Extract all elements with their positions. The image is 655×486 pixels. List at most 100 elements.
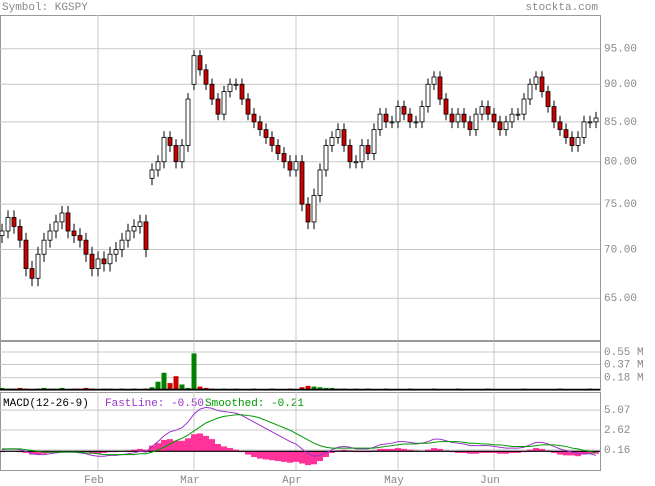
histogram-bar (455, 451, 461, 453)
histogram-bar (317, 451, 323, 462)
histogram-bar (173, 440, 179, 452)
histogram-bar (383, 448, 389, 452)
candle-body (203, 69, 209, 85)
y-tick-label: 0.37 M (604, 359, 644, 371)
volume-bar (311, 386, 317, 390)
histogram-bar (401, 448, 407, 452)
histogram-bar (407, 449, 413, 452)
candle-body (119, 239, 125, 250)
x-tick-label: Mar (180, 475, 200, 486)
candle-body (161, 137, 167, 163)
candle-body (407, 113, 413, 123)
candle-body (497, 121, 503, 131)
candle-body (299, 161, 305, 205)
candle-body (197, 55, 203, 71)
candle-body (461, 113, 467, 123)
histogram-bar (533, 448, 539, 452)
histogram-bar (329, 451, 335, 453)
histogram-bar (485, 451, 491, 453)
candle-body (179, 145, 185, 163)
histogram-bar (101, 451, 107, 453)
candle-body (83, 239, 89, 255)
candle-body (143, 221, 149, 250)
histogram-bar (305, 451, 311, 466)
histogram-bar (377, 448, 383, 452)
histogram-bar (95, 451, 101, 454)
panel-frame (0, 15, 601, 341)
histogram-bar (311, 451, 317, 465)
histogram-bar (491, 451, 497, 453)
candle-body (443, 98, 449, 115)
candle-body (17, 226, 23, 241)
candle-body (323, 145, 329, 171)
candle-body (113, 249, 119, 255)
histogram-bar (197, 433, 203, 452)
candle-body (389, 121, 395, 124)
legend-entry: Smoothed: -0.21 (205, 398, 304, 410)
macd-line (2, 414, 597, 456)
histogram-bar (251, 451, 257, 457)
candle-body (383, 113, 389, 123)
candle-body (269, 137, 275, 146)
candle-body (353, 161, 359, 164)
histogram-bar (155, 443, 161, 452)
candle-body (371, 129, 377, 154)
panel-frame (0, 341, 601, 391)
candle-body (0, 230, 5, 236)
histogram-bar (527, 449, 533, 452)
candle-body (347, 145, 353, 163)
y-tick-label: 0.16 (604, 445, 630, 457)
y-tick-label: 85.00 (604, 117, 637, 129)
candle-body (437, 76, 443, 100)
y-tick-label: 90.00 (604, 79, 637, 91)
candle-body (245, 98, 251, 115)
histogram-bar (563, 451, 569, 456)
histogram-bar (275, 451, 281, 462)
candle-body (23, 239, 29, 269)
candle-body (419, 106, 425, 123)
candle-body (275, 145, 281, 154)
candle-body (65, 212, 71, 232)
histogram-bar (131, 449, 137, 452)
candle-body (341, 129, 347, 146)
candle-body (263, 129, 269, 138)
candle-body (377, 113, 383, 131)
candle-body (173, 145, 179, 163)
x-tick-label: May (384, 475, 404, 486)
candle-body (509, 113, 515, 123)
histogram-bar (221, 446, 227, 452)
candle-body (431, 76, 437, 85)
histogram-bar (287, 451, 293, 463)
histogram-bar (257, 451, 263, 459)
histogram-bar (269, 451, 275, 461)
histogram-bar (191, 434, 197, 452)
candle-body (155, 161, 161, 171)
candle-body (593, 117, 599, 123)
candle-body (425, 83, 431, 107)
histogram-bar (227, 448, 233, 452)
volume-bar (149, 387, 155, 390)
candle-body (137, 221, 143, 227)
histogram-bar (143, 449, 149, 452)
candle-body (515, 113, 521, 116)
candle-body (533, 76, 539, 85)
candle-body (29, 268, 35, 279)
y-tick-label: 80.00 (604, 157, 637, 169)
histogram-bar (179, 440, 185, 452)
volume-bar (161, 372, 167, 390)
y-tick-label: 70.00 (604, 244, 637, 256)
histogram-bar (461, 451, 467, 453)
candle-body (125, 230, 131, 241)
histogram-bar (149, 445, 155, 452)
panel-frame (0, 392, 601, 471)
histogram-bar (281, 451, 287, 462)
candle-body (539, 76, 545, 93)
candle-body (395, 106, 401, 123)
candle-body (101, 258, 107, 265)
histogram-bar (425, 449, 431, 452)
histogram-bar (185, 438, 191, 452)
candle-body (545, 91, 551, 107)
candle-body (257, 121, 263, 131)
candle-body (491, 113, 497, 123)
